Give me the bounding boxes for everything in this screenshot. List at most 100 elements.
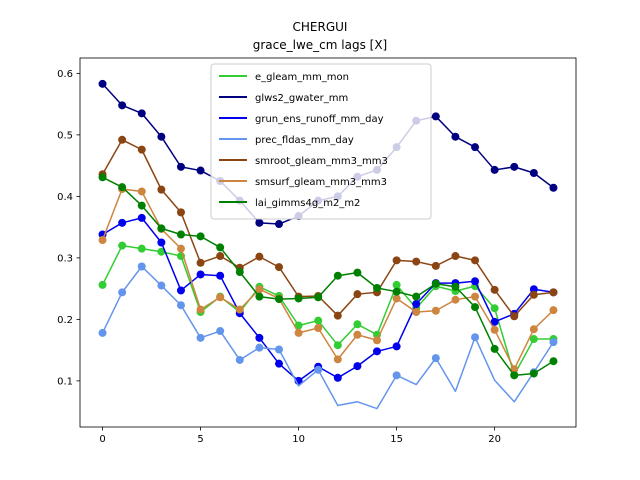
data-point	[196, 270, 205, 279]
legend-label: grun_ens_runoff_mm_day	[255, 114, 384, 125]
data-point	[196, 232, 205, 241]
data-point	[196, 166, 205, 175]
data-point	[137, 187, 146, 196]
axes-layer: 0 5 10 15 20 0.1 0.2 0.3 0.4 0.5 0.6	[57, 57, 577, 445]
data-point	[137, 145, 146, 154]
data-point	[314, 293, 323, 302]
legend-label: smsurf_gleam_mm3_mm3	[255, 177, 387, 188]
legend-box	[210, 63, 432, 220]
chart-subtitle: grace_lwe_cm lags [X]	[253, 38, 387, 52]
data-point	[157, 247, 166, 256]
data-point	[118, 241, 127, 250]
data-point	[235, 305, 244, 314]
data-point	[235, 355, 244, 364]
data-point	[294, 294, 303, 303]
data-point	[255, 333, 264, 342]
data-point	[176, 162, 185, 171]
data-point	[451, 252, 460, 261]
data-point	[235, 268, 244, 277]
data-point	[431, 279, 440, 288]
data-point	[176, 286, 185, 295]
data-point	[549, 288, 558, 297]
x-tick-label: 5	[197, 434, 203, 445]
legend-item: e_gleam_mm_mon	[219, 72, 349, 83]
data-point	[490, 344, 499, 353]
data-point	[274, 263, 283, 272]
data-point	[216, 252, 225, 261]
data-point	[451, 295, 460, 304]
legend-item: glws2_gwater_mm	[219, 93, 348, 104]
data-point	[549, 306, 558, 315]
data-point	[274, 220, 283, 229]
data-point	[216, 243, 225, 252]
legend-item: smsurf_gleam_mm3_mm3	[219, 177, 387, 188]
data-point	[392, 342, 401, 351]
series-layer	[98, 79, 558, 410]
data-point	[529, 335, 538, 344]
data-point	[255, 218, 264, 227]
data-point	[157, 132, 166, 141]
y-tick-label: 0.1	[57, 376, 73, 387]
data-point	[490, 165, 499, 174]
legend-item: smroot_gleam_mm3_mm3	[219, 156, 388, 167]
series-lai_gimms4g_m2_m2	[98, 173, 558, 380]
legend-label: e_gleam_mm_mon	[255, 72, 349, 83]
data-point	[196, 305, 205, 314]
data-point	[392, 280, 401, 289]
data-point	[255, 343, 264, 352]
data-point	[333, 373, 342, 382]
data-point	[490, 304, 499, 313]
legend-label: glws2_gwater_mm	[255, 93, 348, 104]
data-point	[490, 325, 499, 334]
data-point	[471, 277, 480, 286]
x-tick-label: 15	[390, 434, 403, 445]
legend-item: lai_gimms4g_m2_m2	[219, 198, 360, 209]
data-point	[471, 303, 480, 312]
chart-title: CHERGUI	[293, 20, 348, 34]
data-point	[431, 306, 440, 315]
data-point	[451, 132, 460, 141]
data-point	[549, 183, 558, 192]
data-point	[294, 328, 303, 337]
data-point	[98, 280, 107, 289]
y-tick-label: 0.6	[57, 69, 73, 80]
data-point	[412, 292, 421, 301]
series-line-smroot_gleam_mm3_mm3	[101, 139, 555, 318]
data-point	[274, 295, 283, 304]
data-point	[274, 359, 283, 368]
data-point	[255, 285, 264, 294]
y-tick-label: 0.4	[57, 192, 73, 203]
data-point	[471, 333, 480, 342]
data-point	[314, 316, 323, 325]
data-point	[157, 224, 166, 233]
data-point	[157, 281, 166, 290]
data-point	[392, 294, 401, 303]
data-point	[471, 256, 480, 265]
data-point	[471, 143, 480, 152]
data-point	[529, 169, 538, 178]
data-point	[510, 371, 519, 380]
series-line-smsurf_gleam_mm3_mm3	[101, 188, 555, 370]
data-point	[333, 355, 342, 364]
data-point	[412, 307, 421, 316]
data-point	[255, 252, 264, 261]
data-point	[314, 365, 323, 374]
x-tick-label: 10	[292, 434, 305, 445]
data-point	[98, 236, 107, 245]
legend: e_gleam_mm_mon glws2_gwater_mm grun_ens_ru…	[210, 63, 432, 220]
y-tick-label: 0.2	[57, 315, 73, 326]
data-point	[118, 135, 127, 144]
data-point	[137, 109, 146, 118]
data-point	[137, 262, 146, 271]
data-point	[118, 218, 127, 227]
data-point	[176, 301, 185, 310]
data-point	[529, 285, 538, 294]
data-point	[353, 268, 362, 277]
data-point	[353, 330, 362, 339]
data-point	[471, 292, 480, 301]
data-point	[98, 79, 107, 88]
data-point	[373, 336, 382, 345]
data-point	[431, 261, 440, 270]
data-point	[333, 271, 342, 280]
